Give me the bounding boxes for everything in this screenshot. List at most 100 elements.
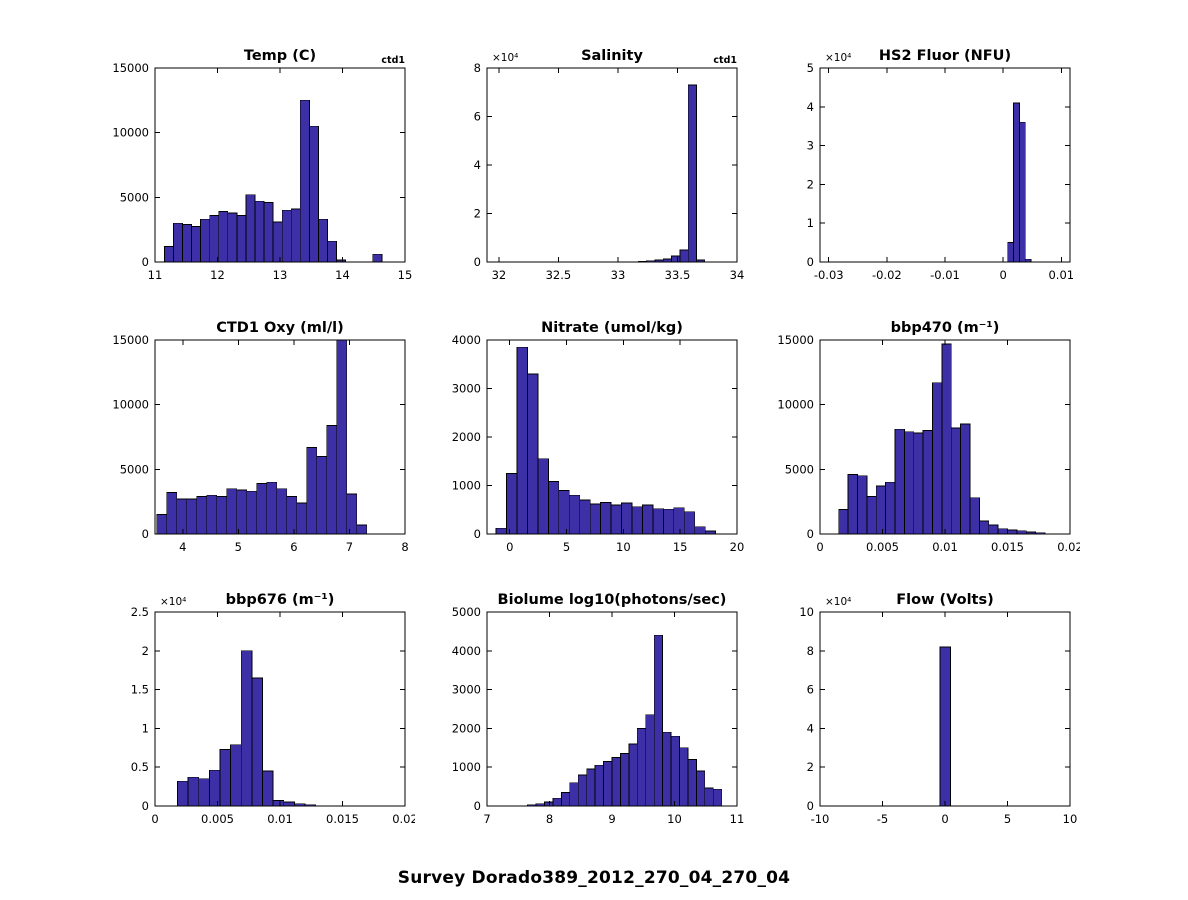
y-tick-label: 4 xyxy=(474,158,481,172)
x-tick-label: 9 xyxy=(608,812,615,826)
histogram-bar xyxy=(308,125,319,263)
histogram-bar xyxy=(1019,121,1026,263)
y-tick-label: 0 xyxy=(142,799,149,813)
histogram-bar xyxy=(679,249,689,263)
histogram-bar xyxy=(245,194,256,263)
x-tick-label: 8 xyxy=(401,540,408,554)
histogram-bars xyxy=(838,343,1046,535)
histogram-bar xyxy=(628,743,638,807)
plot-title: Temp (C) xyxy=(244,48,316,64)
y-tick-label: 15000 xyxy=(112,61,149,75)
histogram-bar xyxy=(182,224,192,263)
histogram-temp: 11 12 13 14 15 0 5000 10000 15000 Temp (C) ctd1 xyxy=(85,36,415,304)
histogram-bar xyxy=(653,634,664,807)
x-tick-label: 7 xyxy=(346,540,353,554)
y-tick-label: 5000 xyxy=(120,462,149,476)
histogram-bar xyxy=(209,215,220,263)
y-tick-label: 2 xyxy=(142,644,149,658)
histogram-bar xyxy=(272,800,285,807)
histogram-bar xyxy=(176,498,188,535)
histogram-bar xyxy=(569,782,579,807)
axes xyxy=(819,339,1071,535)
histogram-bar xyxy=(177,780,189,807)
histogram-bar xyxy=(372,253,383,263)
x-tick-label: 32.5 xyxy=(546,268,572,282)
x-tick-label: 5 xyxy=(235,540,242,554)
x-tick-label: 0 xyxy=(151,812,158,826)
histogram-bar xyxy=(230,744,242,807)
y-tick-label: 0 xyxy=(474,799,481,813)
histogram-bar xyxy=(1007,529,1018,535)
histogram-bar xyxy=(903,431,915,535)
x-tick-label: 0.005 xyxy=(866,540,899,554)
x-tick-label: 15 xyxy=(673,540,688,554)
axes xyxy=(486,339,738,535)
histogram-bar xyxy=(173,222,183,263)
plot-title: HS2 Fluor (NFU) xyxy=(879,48,1011,64)
plot-svg: 0 0.005 0.01 0.015 0.02 0 5000 10000 15000 bbp470… xyxy=(777,320,1082,554)
histogram-bar xyxy=(885,481,896,535)
histogram-flow: -10 -5 0 5 10 0 2 4 6 8 10 Flow (Volts) ×10⁴ xyxy=(750,580,1080,848)
histogram-bar xyxy=(226,488,238,535)
histogram-bar xyxy=(586,768,596,807)
y-tick-label: 3000 xyxy=(452,382,481,396)
axes-box xyxy=(486,67,738,263)
y-tick-label: 5000 xyxy=(785,462,814,476)
histogram-bar xyxy=(495,527,507,535)
x-tick-label: 8 xyxy=(546,812,553,826)
y-tick-label: 6 xyxy=(474,110,481,124)
histogram-bar xyxy=(276,488,288,535)
histogram-bar xyxy=(272,221,283,263)
histogram-bar xyxy=(579,499,591,535)
histogram-bar xyxy=(645,714,655,807)
y-tick-label: 10000 xyxy=(112,126,149,140)
histogram-bar xyxy=(611,757,621,807)
histogram-bar xyxy=(997,528,1008,535)
histogram-bar xyxy=(537,458,549,535)
x-tick-label: -0.02 xyxy=(872,268,902,282)
y-tick-label: 0 xyxy=(807,255,814,269)
histogram-bar xyxy=(636,727,647,807)
histogram-bars xyxy=(163,99,383,263)
y-axis-exponent-label: ×10⁴ xyxy=(825,52,851,64)
histogram-bar xyxy=(336,339,348,535)
plot-svg: 0 5 10 15 20 0 1000 2000 3000 4000 Nitrate (umol/k… xyxy=(452,320,745,554)
histogram-bar xyxy=(356,524,368,535)
axes xyxy=(154,611,406,807)
histogram-bar xyxy=(913,432,924,535)
x-tick-label: 0.02 xyxy=(392,812,415,826)
histogram-bar xyxy=(236,489,248,535)
histogram-bar xyxy=(156,514,168,535)
histogram-bar xyxy=(299,99,310,263)
figure-title: Survey Dorado389_2012_270_04_270_04 xyxy=(397,868,791,888)
histogram-bar xyxy=(673,507,685,535)
y-tick-label: 0 xyxy=(807,799,814,813)
histogram-bar xyxy=(922,430,933,535)
plot-title: bbp676 (m⁻¹) xyxy=(226,592,335,608)
y-tick-label: 1 xyxy=(142,721,149,735)
histogram-bar xyxy=(281,209,292,263)
histogram-bar xyxy=(254,200,265,263)
histogram-bar xyxy=(694,526,706,535)
histogram-bar xyxy=(950,427,962,535)
x-tick-label: 14 xyxy=(335,268,350,282)
histogram-bar xyxy=(589,503,602,535)
y-tick-label: 8 xyxy=(474,61,481,75)
histogram-bar xyxy=(166,492,178,535)
histogram-bar xyxy=(318,218,328,263)
histogram-bar xyxy=(687,759,697,807)
corner-label: ctd1 xyxy=(381,55,405,66)
x-tick-label: -0.01 xyxy=(930,268,960,282)
histogram-bar xyxy=(296,502,308,535)
axes xyxy=(486,67,738,263)
y-tick-label: 1000 xyxy=(452,760,481,774)
plot-title: bbp470 (m⁻¹) xyxy=(891,320,1000,336)
y-axis-exponent-label: ×10⁴ xyxy=(160,596,186,608)
y-tick-label: 10000 xyxy=(112,398,149,412)
corner-label: ctd1 xyxy=(713,55,737,66)
y-tick-label: 4 xyxy=(807,100,814,114)
x-tick-label: 4 xyxy=(179,540,186,554)
y-tick-label: 2 xyxy=(807,177,814,191)
x-tick-label: 0.015 xyxy=(991,540,1024,554)
histogram-bar xyxy=(186,498,198,535)
